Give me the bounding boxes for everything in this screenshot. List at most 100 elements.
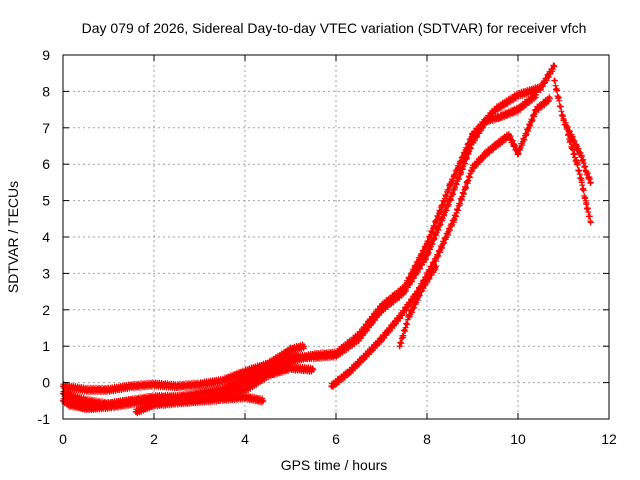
data-point xyxy=(173,399,180,406)
data-point xyxy=(546,95,553,102)
data-point xyxy=(587,219,594,226)
data-point-markers xyxy=(328,94,553,390)
data-point xyxy=(132,408,139,415)
y-tick-label: 3 xyxy=(42,265,50,281)
data-point xyxy=(219,395,226,402)
x-tick-label: 2 xyxy=(150,431,158,447)
data-point xyxy=(310,366,317,373)
data-point xyxy=(287,357,294,364)
data-point xyxy=(242,394,248,401)
data-point xyxy=(242,375,248,382)
data-point xyxy=(583,201,590,208)
y-axis-label: SDTVAR / TECUs xyxy=(5,181,21,293)
data-point xyxy=(82,386,89,393)
data-point xyxy=(446,197,453,204)
data-point xyxy=(396,343,403,350)
y-tick-label: 8 xyxy=(42,83,50,99)
data-point xyxy=(483,150,490,157)
data-point-markers xyxy=(396,263,439,350)
data-point xyxy=(574,161,581,168)
data-point xyxy=(578,179,585,186)
data-point xyxy=(105,386,112,393)
data-point xyxy=(405,314,412,321)
data-point xyxy=(151,381,157,388)
y-tick-label: 0 xyxy=(42,375,50,391)
data-point xyxy=(287,346,294,353)
data-point xyxy=(419,284,426,291)
data-point xyxy=(328,383,335,390)
x-tick-label: 0 xyxy=(59,431,67,447)
data-point xyxy=(469,132,476,139)
chart-title: Day 079 of 2026, Sidereal Day-to-day VTE… xyxy=(82,20,587,36)
data-point xyxy=(565,132,572,139)
data-point xyxy=(551,62,558,69)
data-point xyxy=(196,381,203,388)
data-point xyxy=(451,215,458,222)
series-track-f xyxy=(328,94,553,390)
series-track-b xyxy=(60,62,558,410)
data-point xyxy=(287,365,294,372)
data-point xyxy=(533,106,540,113)
data-point xyxy=(378,303,385,310)
x-tick-label: 8 xyxy=(423,431,431,447)
data-point xyxy=(64,401,71,408)
x-tick-label: 4 xyxy=(241,431,249,447)
data-point xyxy=(424,241,430,248)
data-point xyxy=(132,399,139,406)
data-point xyxy=(515,150,521,157)
y-tick-label: 1 xyxy=(42,338,50,354)
data-point xyxy=(401,284,408,291)
data-point xyxy=(333,350,339,357)
data-point xyxy=(378,335,385,342)
data-point xyxy=(364,350,371,357)
y-tick-label: 7 xyxy=(42,120,50,136)
data-point xyxy=(310,352,317,359)
y-tick-label: 4 xyxy=(42,229,50,245)
data-point xyxy=(578,153,585,160)
data-point xyxy=(355,332,362,339)
data-point xyxy=(515,106,521,113)
series-track-i xyxy=(565,131,594,226)
data-point xyxy=(469,164,476,171)
data-point xyxy=(264,372,271,379)
data-point xyxy=(537,84,544,91)
data-point xyxy=(151,401,157,408)
data-point xyxy=(505,132,512,139)
data-point xyxy=(264,361,271,368)
data-point xyxy=(87,405,94,412)
data-point xyxy=(551,77,558,84)
data-point xyxy=(583,168,590,175)
y-tick-label: 2 xyxy=(42,302,50,318)
data-point xyxy=(496,113,503,120)
data-point xyxy=(396,314,403,321)
data-points xyxy=(60,62,594,417)
x-axis-label: GPS time / hours xyxy=(281,457,388,473)
data-point xyxy=(515,92,521,99)
data-point xyxy=(433,263,440,270)
data-point xyxy=(110,403,117,410)
y-tick-label: 6 xyxy=(42,156,50,172)
series-track-e xyxy=(132,392,267,417)
data-point xyxy=(219,377,226,384)
data-point-markers xyxy=(551,77,594,187)
data-point xyxy=(587,179,594,186)
y-tick-label: 9 xyxy=(42,47,50,63)
data-point xyxy=(301,343,308,350)
data-point xyxy=(560,117,567,124)
x-tick-label: 6 xyxy=(332,431,340,447)
data-point xyxy=(196,397,203,404)
data-point xyxy=(492,106,499,113)
data-point-markers xyxy=(60,62,557,410)
y-tick-label: 5 xyxy=(42,193,50,209)
data-point xyxy=(492,143,499,149)
y-tick-label: -1 xyxy=(38,411,51,427)
data-point xyxy=(242,386,248,393)
series-track-h xyxy=(551,77,594,187)
data-point xyxy=(446,183,453,190)
data-point xyxy=(260,397,267,404)
x-tick-label: 10 xyxy=(510,431,526,447)
data-point xyxy=(173,383,180,390)
data-point xyxy=(433,255,440,262)
